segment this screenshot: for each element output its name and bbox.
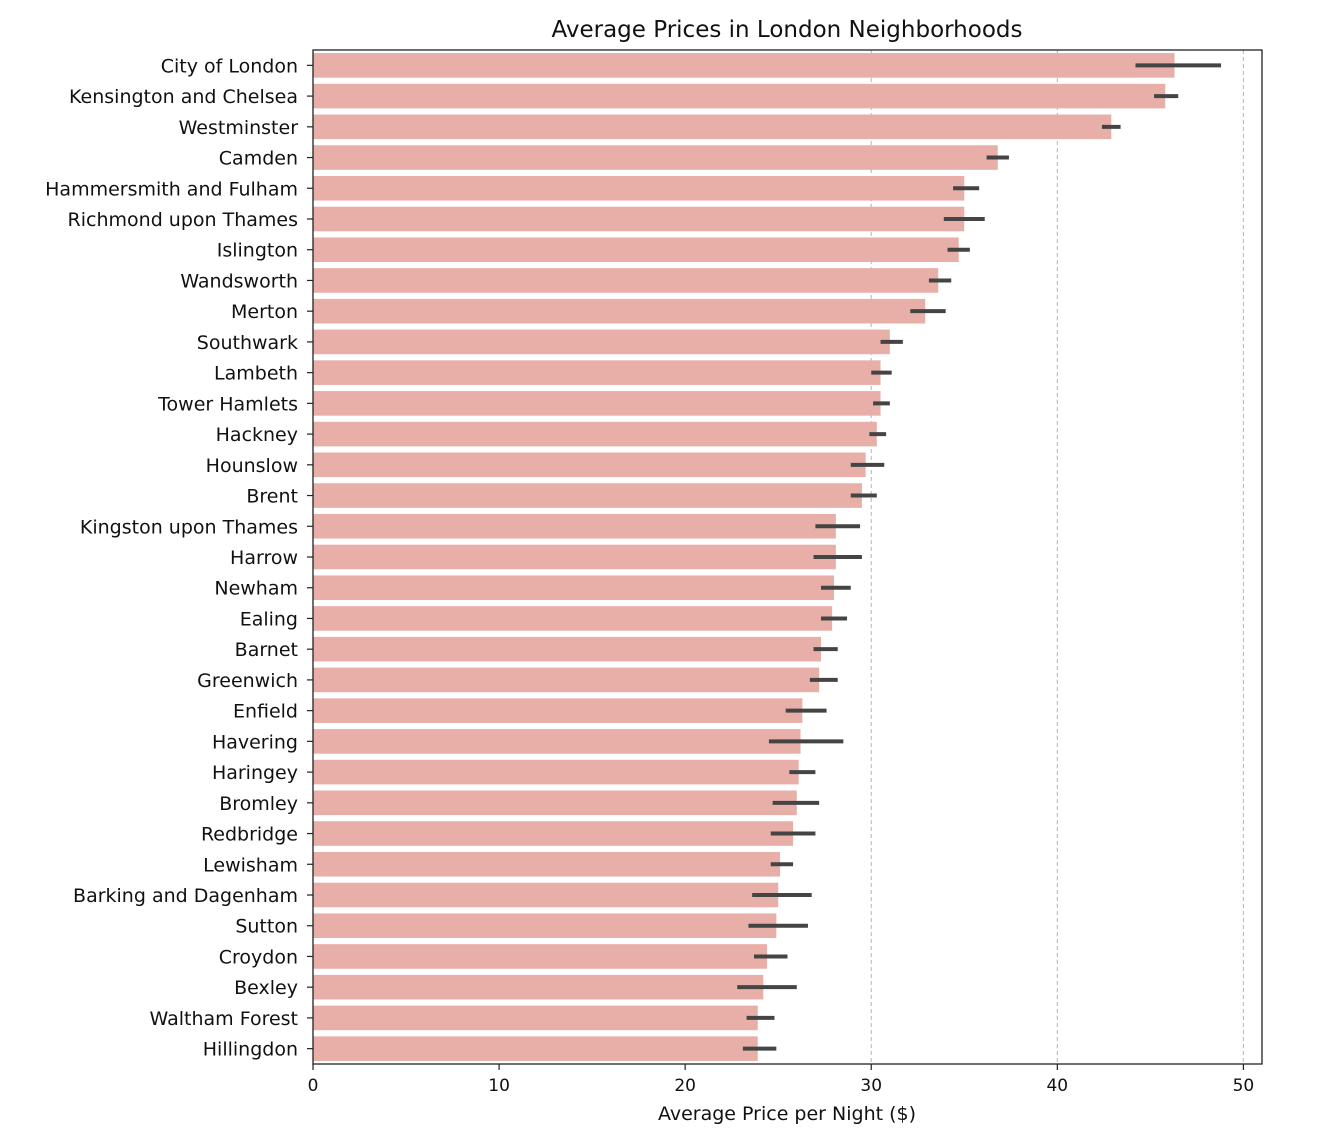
bar [313,544,836,570]
category-labels: City of London Kensington and Chelsea West… [45,55,313,1061]
bar [313,821,794,846]
bar [313,145,998,170]
category-label: Newham [214,578,298,600]
category-label: Tower Hamlets [157,393,298,415]
error-bars [737,63,1222,1051]
bar [313,913,777,939]
category-label: Waltham Forest [150,1008,298,1030]
bar [313,268,939,293]
bar [313,53,1175,78]
x-tick-label: 50 [1233,1076,1255,1096]
bar [313,513,836,539]
category-label: Sutton [235,916,298,938]
bar [313,698,803,723]
bar [313,1036,758,1061]
bar [313,790,797,816]
bar [313,851,781,877]
x-tick-label: 10 [488,1076,510,1096]
category-label: Bromley [219,793,298,815]
bar [313,759,799,785]
x-axis-ticks: 0 10 20 30 40 50 [308,1064,1255,1096]
bar [313,606,833,631]
gridlines [870,50,1244,1064]
bar [313,575,835,601]
category-label: Lambeth [214,363,298,385]
category-label: Haringey [212,762,298,784]
bar [313,421,877,447]
category-label: City of London [161,55,298,77]
x-tick-label: 20 [674,1076,696,1096]
bar [313,483,862,508]
bar [313,882,779,908]
bar [313,329,890,355]
bar [313,237,959,263]
category-label: Wandsworth [180,270,298,292]
category-label: Croydon [219,946,298,968]
x-tick-label: 30 [860,1076,882,1096]
category-label: Bexley [234,977,298,999]
bar [313,944,768,969]
bar [313,974,764,1000]
category-label: Camden [219,148,298,170]
bar [313,1005,758,1031]
category-label: Westminster [179,117,299,139]
x-axis-label: Average Price per Night ($) [658,1103,916,1125]
category-label: Kensington and Chelsea [69,86,298,108]
category-label: Havering [212,731,298,753]
category-label: Brent [246,486,298,508]
category-label: Barking and Dagenham [73,885,298,907]
category-label: Harrow [230,547,298,569]
x-tick-label: 40 [1046,1076,1068,1096]
category-label: Barnet [235,639,298,661]
category-label: Lewisham [203,854,298,876]
category-label: Ealing [240,608,298,630]
x-tick-label: 0 [308,1076,319,1096]
category-label: Richmond upon Thames [68,209,298,231]
bar [313,452,866,478]
bars [313,53,1175,1061]
bar [313,360,881,385]
chart-title: Average Prices in London Neighborhoods [551,17,1022,43]
category-label: Merton [231,301,298,323]
category-label: Hounslow [206,455,298,477]
category-label: Islington [217,240,298,262]
category-label: Greenwich [197,670,298,692]
bar [313,175,965,201]
category-label: Hammersmith and Fulham [45,178,298,200]
bar [313,206,965,232]
bar [313,83,1166,109]
bar [313,298,926,324]
bar [313,636,821,662]
bar [313,729,801,754]
bar [313,114,1112,140]
category-label: Enfield [233,701,298,723]
category-label: Hackney [216,424,298,446]
category-label: Redbridge [201,824,298,846]
bar [313,391,881,416]
category-label: Southwark [197,332,298,354]
bar [313,667,820,693]
category-label: Hillingdon [203,1039,298,1061]
category-label: Kingston upon Thames [80,516,298,538]
